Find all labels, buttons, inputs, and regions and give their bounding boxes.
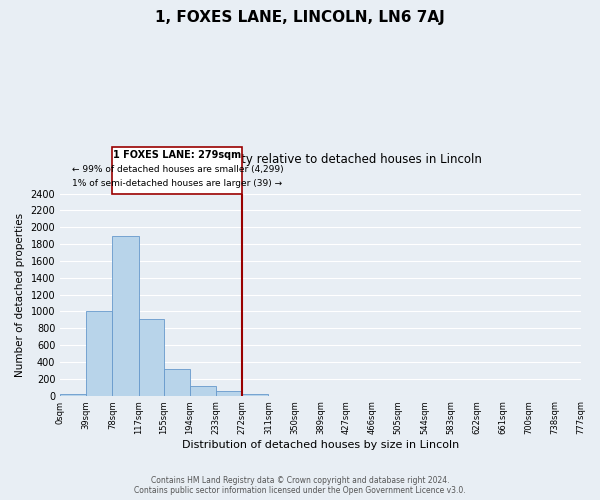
Text: 1, FOXES LANE, LINCOLN, LN6 7AJ: 1, FOXES LANE, LINCOLN, LN6 7AJ <box>155 10 445 25</box>
Bar <box>139 319 164 396</box>
Bar <box>112 236 139 396</box>
Text: 1 FOXES LANE: 279sqm: 1 FOXES LANE: 279sqm <box>113 150 241 160</box>
Bar <box>216 392 242 396</box>
Bar <box>164 368 190 396</box>
Bar <box>60 394 86 396</box>
Text: Contains HM Land Registry data © Crown copyright and database right 2024.
Contai: Contains HM Land Registry data © Crown c… <box>134 476 466 495</box>
Title: Size of property relative to detached houses in Lincoln: Size of property relative to detached ho… <box>159 153 482 166</box>
Bar <box>86 310 112 396</box>
Bar <box>190 386 216 396</box>
Text: 1% of semi-detached houses are larger (39) →: 1% of semi-detached houses are larger (3… <box>72 179 283 188</box>
FancyBboxPatch shape <box>112 147 242 194</box>
X-axis label: Distribution of detached houses by size in Lincoln: Distribution of detached houses by size … <box>182 440 459 450</box>
Y-axis label: Number of detached properties: Number of detached properties <box>15 212 25 376</box>
Text: ← 99% of detached houses are smaller (4,299): ← 99% of detached houses are smaller (4,… <box>71 165 283 174</box>
Bar <box>242 394 268 396</box>
